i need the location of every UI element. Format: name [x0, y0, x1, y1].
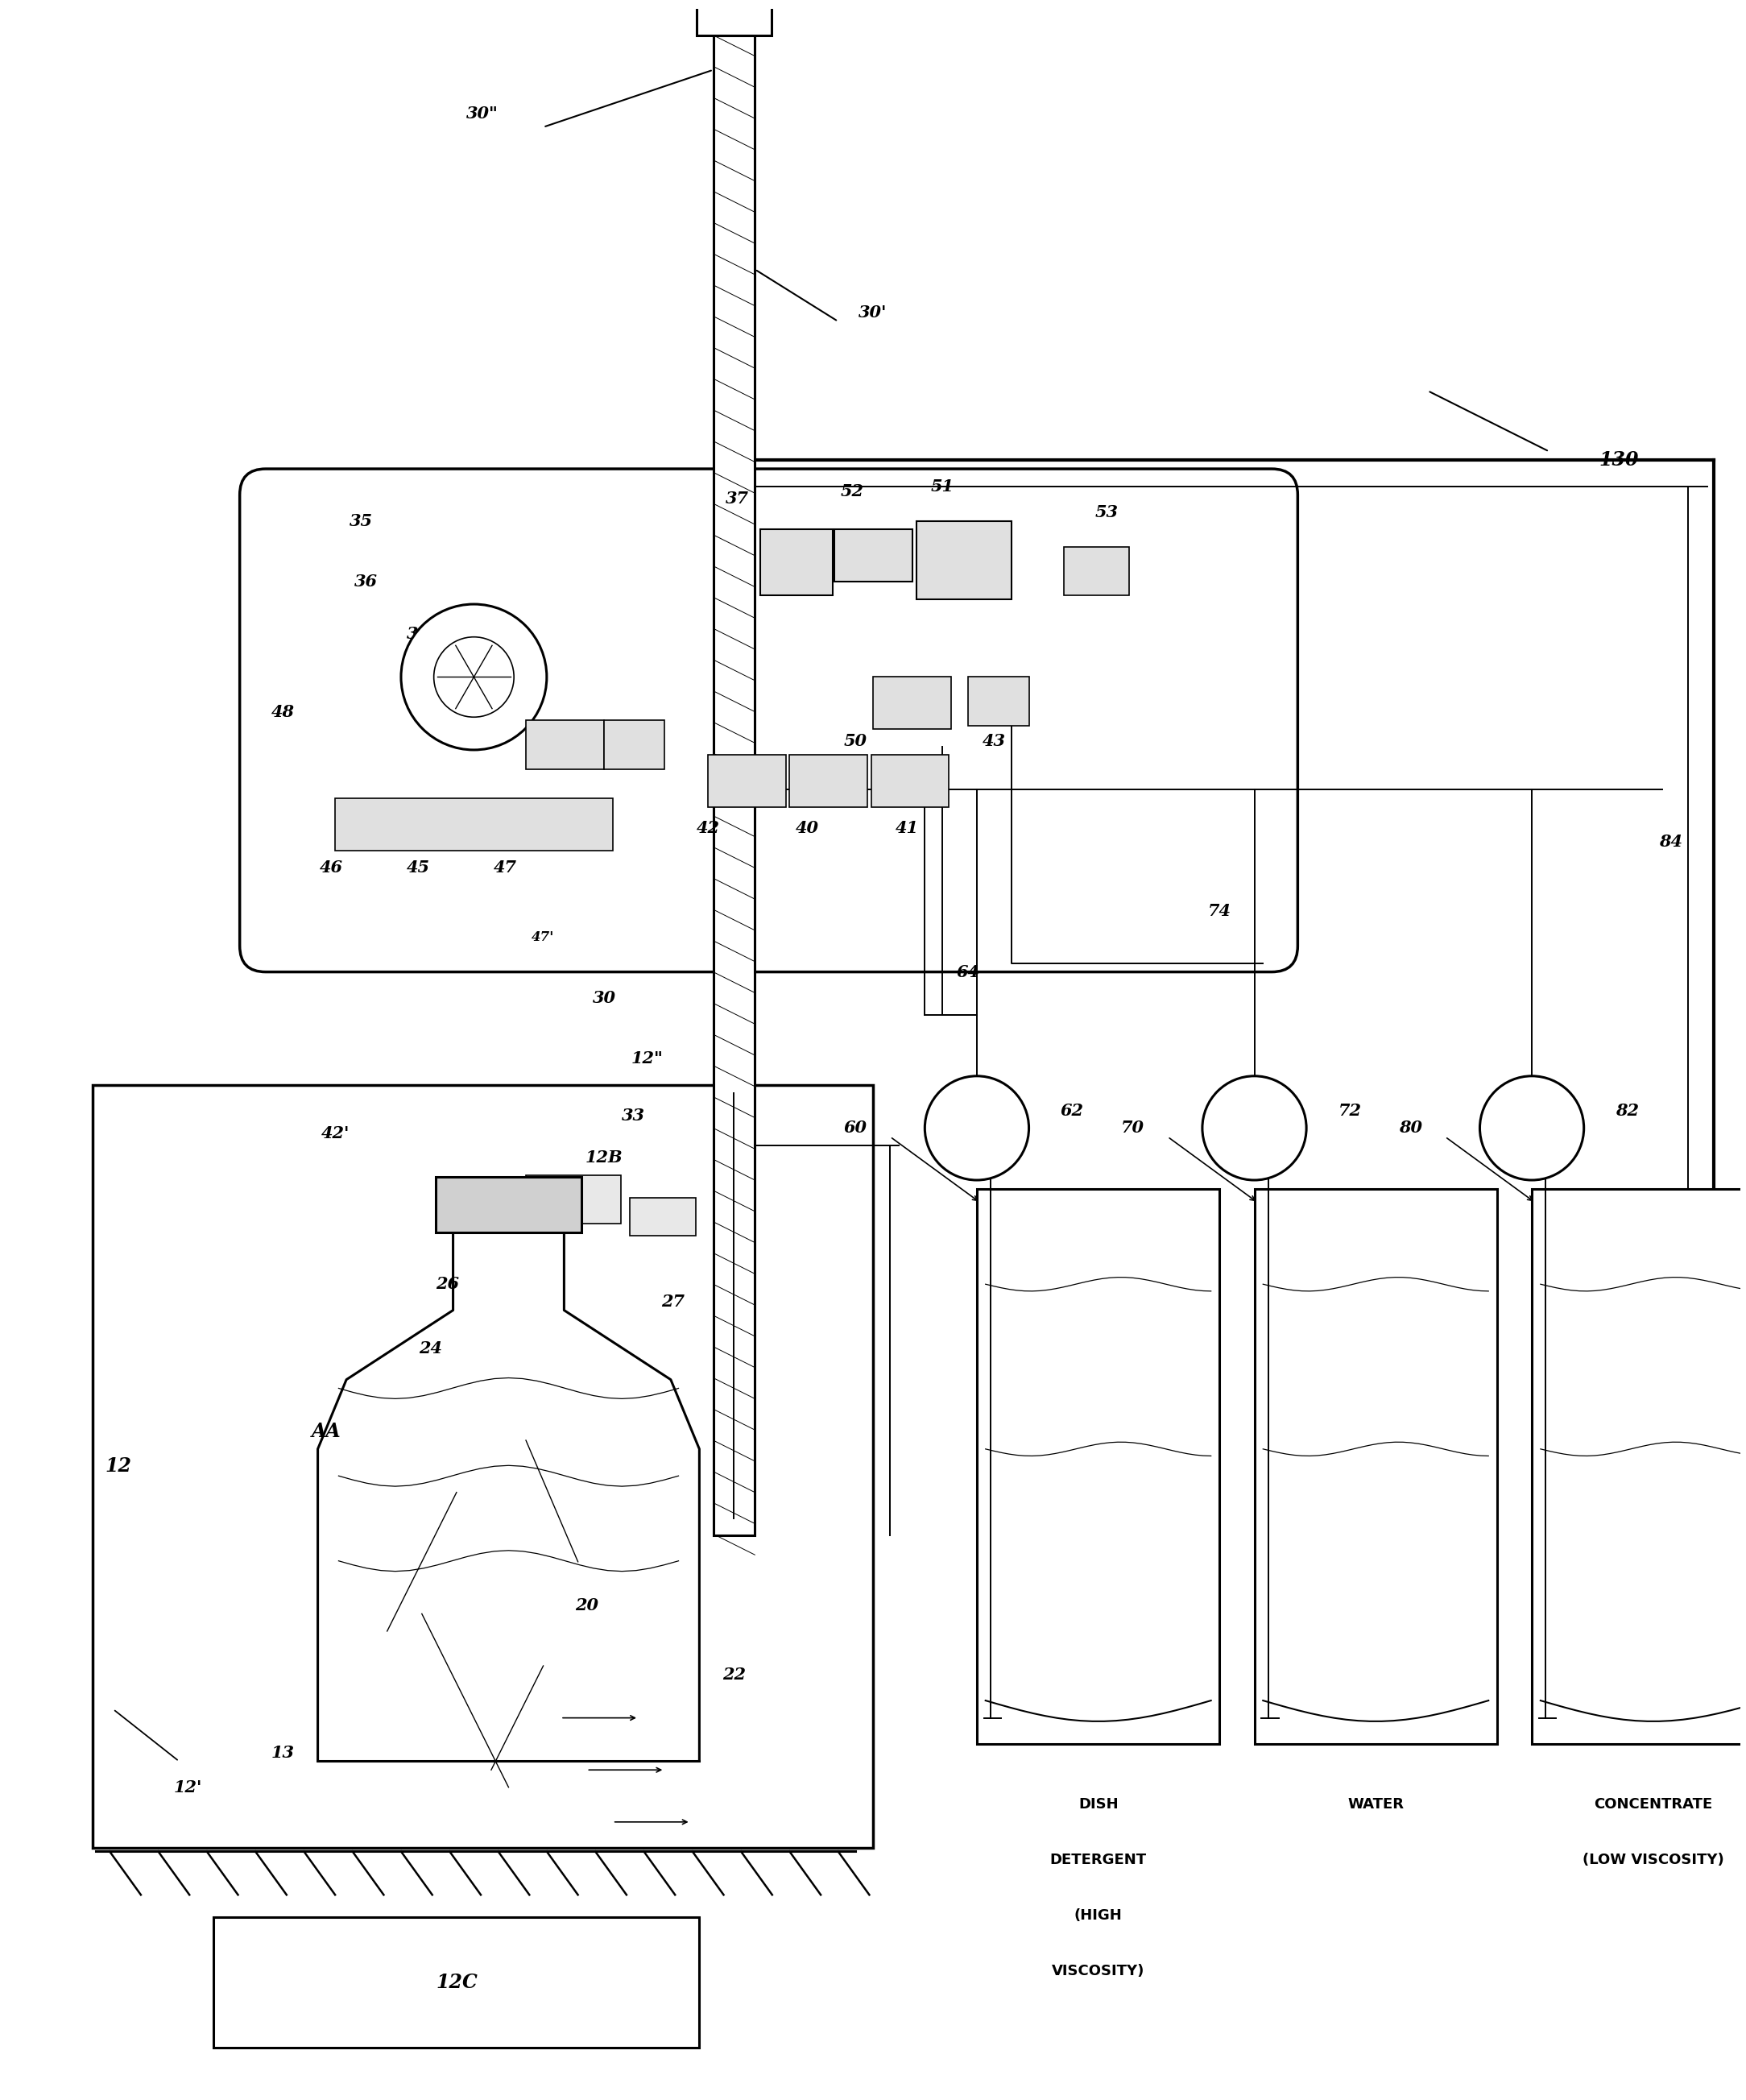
Text: 13: 13: [271, 1745, 295, 1760]
Text: 51: 51: [931, 479, 953, 494]
Text: 30": 30": [466, 105, 499, 122]
Bar: [873, 676, 952, 729]
Bar: [526, 720, 604, 769]
Text: 60: 60: [843, 1119, 868, 1136]
Text: 35: 35: [349, 512, 374, 529]
Bar: [335, 798, 613, 850]
Bar: [604, 720, 665, 769]
Text: 74: 74: [1208, 903, 1231, 920]
Text: P: P: [1526, 1121, 1536, 1136]
Bar: [976, 1189, 1220, 1743]
Text: 12": 12": [632, 1050, 663, 1067]
Text: 52: 52: [840, 483, 864, 500]
Circle shape: [925, 1075, 1028, 1180]
Bar: [969, 676, 1028, 727]
Text: 12C: 12C: [436, 1972, 477, 1993]
Bar: [871, 756, 950, 806]
Bar: [697, 4, 772, 36]
Bar: [712, 36, 754, 1535]
Text: AA: AA: [311, 1422, 340, 1441]
Text: 45: 45: [407, 859, 430, 876]
Bar: [213, 1917, 700, 2048]
Text: 73': 73': [1301, 1571, 1329, 1588]
Text: 12': 12': [173, 1779, 203, 1796]
Text: 20: 20: [574, 1598, 599, 1613]
Text: 22: 22: [723, 1667, 746, 1682]
Text: 33: 33: [622, 1109, 644, 1124]
Text: DISH: DISH: [1079, 1798, 1117, 1812]
Text: 82: 82: [1615, 1102, 1639, 1119]
Text: 27: 27: [662, 1294, 684, 1310]
Text: 63: 63: [1027, 1371, 1049, 1388]
Text: 12A: 12A: [438, 1184, 475, 1201]
Text: 26: 26: [436, 1277, 459, 1292]
Bar: [630, 1197, 697, 1235]
Text: 53: 53: [1095, 504, 1119, 521]
Text: 64: 64: [957, 964, 980, 981]
Text: 63': 63': [1023, 1571, 1051, 1588]
Text: (LOW VISCOSITY): (LOW VISCOSITY): [1582, 1852, 1723, 1867]
Text: 43: 43: [983, 733, 1006, 750]
Text: 130: 130: [1599, 452, 1638, 470]
Bar: [835, 529, 913, 582]
Bar: [709, 756, 786, 806]
Bar: [917, 521, 1011, 598]
Text: 30': 30': [859, 304, 887, 321]
Text: CONCENTRATE: CONCENTRATE: [1594, 1798, 1713, 1812]
Text: 30: 30: [592, 989, 616, 1006]
Text: 73: 73: [1303, 1371, 1327, 1388]
Text: VISCOSITY): VISCOSITY): [1051, 1964, 1145, 1978]
Text: WATER: WATER: [1348, 1798, 1404, 1812]
Text: 36: 36: [354, 573, 379, 590]
Text: 42: 42: [697, 819, 719, 836]
Text: 12: 12: [105, 1457, 131, 1476]
Text: 37: 37: [726, 489, 749, 506]
FancyBboxPatch shape: [239, 468, 1297, 972]
Circle shape: [402, 605, 546, 750]
Circle shape: [1203, 1075, 1306, 1180]
Text: 62: 62: [1060, 1102, 1084, 1119]
Circle shape: [433, 636, 513, 716]
Text: 72: 72: [1337, 1102, 1362, 1119]
Text: (HIGH: (HIGH: [1074, 1909, 1123, 1924]
Text: 70: 70: [1121, 1119, 1145, 1136]
Text: 41: 41: [896, 819, 918, 836]
Circle shape: [1481, 1075, 1584, 1180]
Bar: [93, 1086, 873, 1848]
Text: 47: 47: [494, 859, 517, 876]
Text: 46: 46: [320, 859, 344, 876]
Bar: [789, 756, 868, 806]
Text: P: P: [1248, 1121, 1259, 1136]
Text: 83': 83': [1578, 1571, 1606, 1588]
Bar: [1531, 1189, 1746, 1743]
Text: 31: 31: [522, 1216, 546, 1231]
Text: 81: 81: [1580, 1247, 1605, 1262]
Text: 80: 80: [1399, 1119, 1421, 1136]
Text: 71: 71: [1303, 1247, 1327, 1262]
Text: 61: 61: [1027, 1247, 1049, 1262]
Text: 12B: 12B: [585, 1149, 623, 1166]
Text: 50: 50: [843, 733, 868, 750]
Bar: [436, 1176, 581, 1233]
Text: DETERGENT: DETERGENT: [1049, 1852, 1147, 1867]
Text: 42': 42': [321, 1126, 349, 1140]
Text: P: P: [971, 1121, 983, 1136]
Bar: [1063, 546, 1130, 596]
Bar: [1254, 1189, 1496, 1743]
Text: 52': 52': [515, 676, 538, 689]
Bar: [760, 529, 833, 596]
Text: 34: 34: [407, 626, 430, 643]
Text: 84: 84: [1659, 834, 1681, 850]
Text: 48: 48: [271, 704, 295, 720]
Text: 24: 24: [419, 1340, 442, 1357]
Bar: [526, 1174, 622, 1224]
Text: 83: 83: [1580, 1371, 1605, 1388]
Text: 47': 47': [533, 930, 555, 945]
Text: 40: 40: [794, 819, 819, 836]
